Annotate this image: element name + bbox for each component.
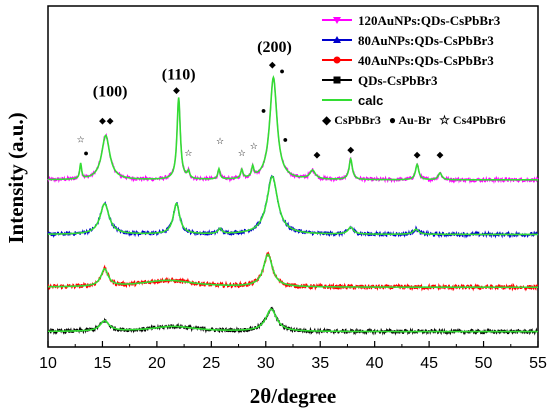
phase-marker: ☆	[250, 141, 258, 151]
y-axis-label: Intensity (a.u.)	[4, 112, 28, 243]
calc-line-1	[47, 175, 538, 236]
phase-legend-item: ☆ Cs4PbBr6	[439, 113, 505, 127]
calc-line-0	[48, 74, 538, 181]
phase-marker: ◆	[173, 85, 180, 95]
peak-label: (100)	[93, 83, 128, 100]
x-axis-label: 2θ/degree	[250, 384, 336, 408]
legend-marker	[333, 17, 341, 24]
legend-marker	[333, 56, 341, 64]
phase-marker: ◆	[107, 116, 114, 126]
phase-marker: ◆	[269, 59, 276, 69]
x-tick-label: 10	[39, 355, 57, 372]
phase-marker: ◆	[414, 150, 421, 160]
peak-label: (200)	[257, 39, 292, 56]
phase-marker: ☆	[77, 134, 85, 144]
x-tick-label: 35	[311, 355, 329, 372]
peak-annotations: (100) (110) (200)	[93, 39, 292, 100]
phase-marker: ●	[261, 105, 266, 115]
calc-line-3	[48, 308, 538, 333]
legend-marker	[333, 36, 341, 43]
legend-label: QDs-CsPbBr3	[358, 73, 438, 88]
phase-legend-item: ● Au-Br	[389, 113, 432, 127]
x-tick-label: 25	[202, 355, 220, 372]
phase-marker: ☆	[238, 148, 246, 158]
calc-line-2	[48, 253, 538, 289]
series-line-2	[47, 251, 539, 292]
phase-legend-item: ◆ CsPbBr3	[322, 113, 381, 127]
legend-label: 80AuNPs:QDs-CsPbBr3	[358, 33, 494, 48]
x-tick-label: 50	[475, 355, 493, 372]
phase-marker: ◆	[437, 150, 444, 160]
x-tick-label: 20	[148, 355, 166, 372]
legend-label: 120AuNPs:QDs-CsPbBr3	[358, 13, 501, 28]
legend-label: calc	[358, 93, 383, 108]
x-tick-label: 30	[257, 355, 275, 372]
x-tick-label: 45	[420, 355, 438, 372]
phase-marker: ☆	[216, 136, 224, 146]
series-layer	[47, 74, 539, 336]
x-tick-label: 40	[366, 355, 384, 372]
phase-marker: ☆	[184, 148, 192, 158]
peak-label: (110)	[162, 66, 196, 83]
phase-markers: ◆ ◆◆◆◆◆◆ ◆●●●●☆☆☆☆☆	[77, 59, 444, 159]
phase-marker: ◆	[99, 116, 106, 126]
x-ticks: 10 15 20 25 30 35 40 45 50 55	[39, 341, 547, 372]
legend-marker	[333, 76, 341, 84]
x-tick-label: 15	[94, 355, 112, 372]
phase-marker: ●	[283, 134, 288, 144]
legend-label: 40AuNPs:QDs-CsPbBr3	[358, 53, 494, 68]
series-line-1	[47, 174, 539, 239]
phase-marker: ◆	[347, 145, 354, 155]
phase-marker: ●	[279, 66, 284, 76]
x-tick-label: 55	[529, 355, 547, 372]
phase-marker: ●	[83, 148, 88, 158]
phase-marker: ◆	[313, 150, 320, 160]
legend: 120AuNPs:QDs-CsPbBr3 80AuNPs:QDs-CsPbBr3 4…	[322, 13, 506, 127]
